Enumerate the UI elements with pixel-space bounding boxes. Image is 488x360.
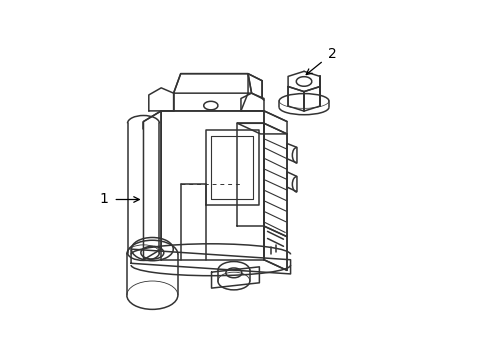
Polygon shape bbox=[287, 86, 304, 111]
Polygon shape bbox=[237, 123, 286, 134]
Polygon shape bbox=[161, 111, 264, 260]
Polygon shape bbox=[148, 88, 173, 111]
Text: 1: 1 bbox=[99, 193, 108, 207]
Polygon shape bbox=[173, 74, 251, 93]
Polygon shape bbox=[247, 74, 262, 99]
Text: 2: 2 bbox=[327, 47, 336, 61]
Polygon shape bbox=[131, 249, 290, 274]
Polygon shape bbox=[304, 86, 319, 111]
Polygon shape bbox=[241, 93, 264, 111]
Polygon shape bbox=[205, 130, 258, 205]
Polygon shape bbox=[211, 267, 259, 288]
Polygon shape bbox=[264, 111, 286, 270]
Polygon shape bbox=[143, 111, 286, 129]
Polygon shape bbox=[264, 123, 286, 237]
Polygon shape bbox=[264, 226, 286, 270]
Polygon shape bbox=[287, 71, 319, 91]
Polygon shape bbox=[237, 123, 264, 226]
Polygon shape bbox=[143, 111, 161, 260]
